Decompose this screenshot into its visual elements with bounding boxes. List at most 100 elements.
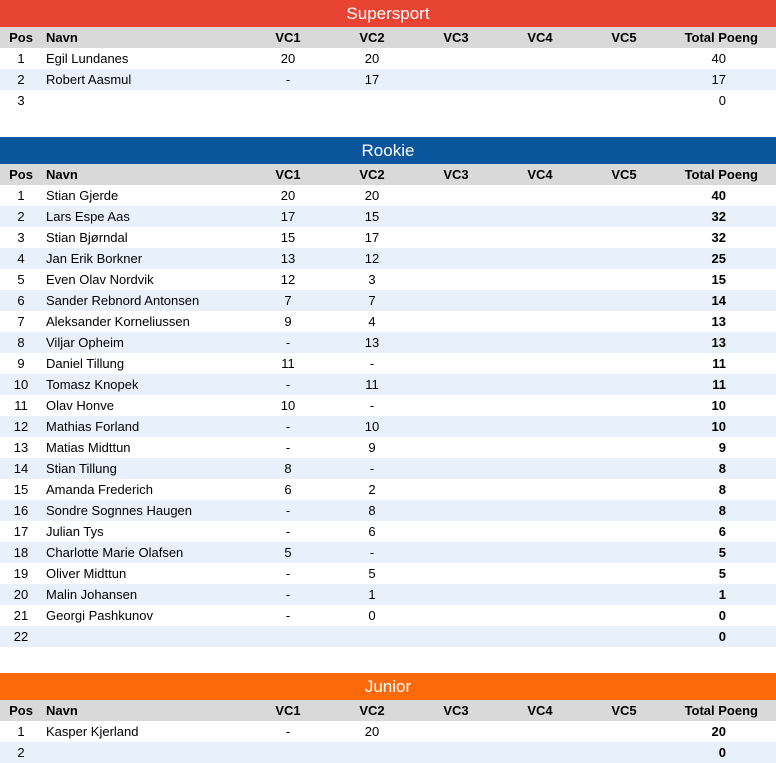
cell-vc5 [582, 374, 666, 395]
section-spacer [0, 111, 776, 137]
cell-vc2: 10 [330, 416, 414, 437]
cell-vc1: - [285, 566, 291, 581]
cell-vc4 [498, 185, 582, 206]
table-row: 1 Stian Gjerde 20 20 40 [0, 185, 776, 206]
cell-navn: Egil Lundanes [46, 51, 129, 66]
table-row: 2 Robert Aasmul -17 17 [0, 69, 776, 90]
cell-navn: Sander Rebnord Antonsen [42, 290, 246, 311]
standings-section: Rookie Pos Navn VC1 VC2 VC3 VC4 VC5 Total Poeng 1… [0, 137, 776, 647]
cell-vc2: 5 [368, 566, 376, 581]
table-row: 6 Sander Rebnord Antonsen 7 7 14 [0, 290, 776, 311]
table-row: 9 Daniel Tillung 11 - 11 [0, 353, 776, 374]
standings-section: Junior Pos Navn VC1 VC2 VC3 VC4 VC5 Total Poeng 1… [0, 673, 776, 763]
cell-vc5 [582, 353, 666, 374]
cell-total: 5 [666, 542, 776, 563]
cell-vc5 [582, 721, 666, 742]
column-header-vc2: VC2 [330, 164, 414, 185]
cell-vc1: - [246, 69, 330, 90]
cell-vc4 [498, 353, 582, 374]
cell-vc3 [414, 90, 498, 111]
cell-navn: Matias Midttun [46, 440, 131, 455]
cell-pos: 18 [0, 542, 42, 563]
cell-vc5 [582, 584, 666, 605]
column-header-vc5: VC5 [582, 164, 666, 185]
cell-vc2 [330, 90, 414, 111]
cell-pos: 2 [0, 69, 42, 90]
cell-vc2: 4 [368, 314, 376, 329]
cell-vc1: - [285, 524, 291, 539]
column-header-navn: Navn [42, 700, 246, 721]
cell-vc1: - [246, 374, 330, 395]
cell-pos: 17 [13, 524, 29, 539]
column-header-vc1: VC1 [246, 164, 330, 185]
cell-vc2: 20 [364, 51, 380, 66]
cell-vc2: 2 [368, 482, 376, 497]
cell-vc4 [498, 584, 582, 605]
cell-vc4 [498, 374, 582, 395]
cell-vc5 [582, 458, 666, 479]
section-title: Rookie [0, 137, 776, 164]
cell-vc3 [414, 48, 498, 69]
cell-vc2: 17 [364, 230, 380, 245]
table-row: 17 Julian Tys - 6 6 [0, 521, 776, 542]
cell-total: 13 [711, 314, 726, 329]
cell-vc3 [414, 332, 498, 353]
cell-vc4 [498, 458, 582, 479]
cell-pos: 2 [0, 206, 42, 227]
cell-total: 5 [718, 566, 726, 581]
cell-navn: Oliver Midttun [46, 566, 127, 581]
cell-vc1: 8 [246, 458, 330, 479]
table-row: 8 Viljar Opheim -13 13 [0, 332, 776, 353]
cell-vc5 [582, 90, 666, 111]
cell-pos: 20 [0, 584, 42, 605]
table-row: 4 Jan Erik Borkner 13 12 25 [0, 248, 776, 269]
table-row: 20 Malin Johansen -1 1 [0, 584, 776, 605]
column-header-navn: Navn [42, 27, 246, 48]
header-row: Pos Navn VC1 VC2 VC3 VC4 VC5 Total Poeng [0, 27, 776, 48]
column-header-total: Total Poeng [666, 700, 776, 721]
cell-vc3 [414, 185, 498, 206]
cell-vc5 [582, 500, 666, 521]
column-header-pos: Pos [0, 164, 42, 185]
table-row: 19 Oliver Midttun - 5 5 [0, 563, 776, 584]
cell-vc5 [582, 542, 666, 563]
cell-vc4 [498, 48, 582, 69]
cell-navn: Stian Gjerde [46, 188, 119, 203]
cell-vc4 [498, 248, 582, 269]
cell-vc3 [414, 227, 498, 248]
table-row: 12 Mathias Forland -10 10 [0, 416, 776, 437]
table-row: 13 Matias Midttun - 9 9 [0, 437, 776, 458]
cell-vc1 [246, 90, 330, 111]
cell-vc3 [414, 206, 498, 227]
cell-navn: Lars Espe Aas [42, 206, 246, 227]
cell-pos: 8 [0, 332, 42, 353]
table-row: 15 Amanda Frederich 6 2 8 [0, 479, 776, 500]
column-header-pos: Pos [0, 27, 42, 48]
cell-vc4 [498, 521, 582, 542]
cell-total: 15 [711, 272, 726, 287]
column-header-total: Total Poeng [666, 164, 776, 185]
cell-vc1: 10 [280, 398, 296, 413]
cell-vc1 [246, 626, 330, 647]
cell-total: 9 [718, 440, 726, 455]
cell-navn: Jan Erik Borkner [42, 248, 246, 269]
cell-pos: 6 [0, 290, 42, 311]
cell-vc5 [582, 311, 666, 332]
cell-vc4 [498, 563, 582, 584]
cell-vc3 [414, 374, 498, 395]
cell-vc2: 9 [368, 440, 376, 455]
cell-vc2: 15 [330, 206, 414, 227]
cell-pos: 11 [14, 398, 28, 413]
cell-vc5 [582, 437, 666, 458]
cell-vc3 [414, 248, 498, 269]
cell-navn: Daniel Tillung [46, 356, 125, 371]
cell-vc4 [498, 69, 582, 90]
table-row: 21 Georgi Pashkunov - 0 0 [0, 605, 776, 626]
cell-vc1: - [246, 500, 330, 521]
cell-vc2: 8 [330, 500, 414, 521]
cell-total: 13 [666, 332, 776, 353]
cell-vc2: 12 [330, 248, 414, 269]
header-row: Pos Navn VC1 VC2 VC3 VC4 VC5 Total Poeng [0, 164, 776, 185]
cell-vc5 [582, 521, 666, 542]
